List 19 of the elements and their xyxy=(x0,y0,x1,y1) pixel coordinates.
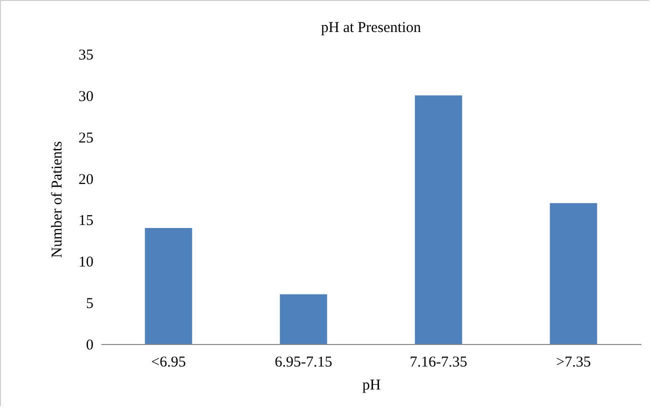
y-axis-title: Number of Patients xyxy=(50,141,66,258)
x-tick-label: <6.95 xyxy=(151,354,186,370)
y-tick-label: 10 xyxy=(78,254,94,271)
x-axis-title: pH xyxy=(362,378,381,394)
chart-title: pH at Presention xyxy=(321,20,422,36)
y-tick-label: 25 xyxy=(78,130,94,146)
y-tick-label: 0 xyxy=(86,338,94,354)
bar xyxy=(550,203,598,344)
y-tick-label: 35 xyxy=(78,48,94,64)
y-tick-label: 5 xyxy=(86,296,94,312)
y-tick-label: 15 xyxy=(78,213,94,230)
x-tick-label: 7.16-7.35 xyxy=(410,354,468,370)
bar xyxy=(280,294,328,344)
bar xyxy=(414,95,462,344)
y-tick-label: 30 xyxy=(78,88,94,105)
bar xyxy=(144,228,192,344)
y-tick-label: 20 xyxy=(78,172,94,188)
x-tick-label: 6.95-7.15 xyxy=(274,354,332,370)
x-tick-label: >7.35 xyxy=(556,354,591,370)
